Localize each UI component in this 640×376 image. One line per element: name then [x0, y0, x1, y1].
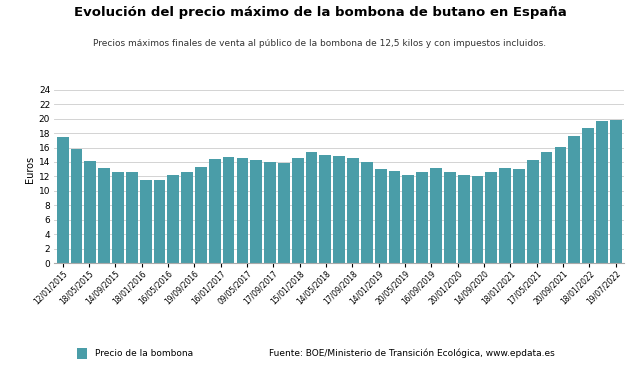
Bar: [99, 168, 110, 263]
Bar: [112, 172, 124, 263]
Bar: [403, 175, 414, 263]
Bar: [195, 167, 207, 263]
Bar: [568, 136, 580, 263]
Bar: [168, 175, 179, 263]
Bar: [237, 158, 248, 263]
Bar: [126, 173, 138, 263]
Bar: [361, 162, 372, 263]
Bar: [154, 180, 165, 263]
Bar: [278, 163, 290, 263]
Bar: [485, 173, 497, 263]
Bar: [70, 149, 83, 263]
Bar: [388, 171, 401, 263]
Text: Precio de la bombona: Precio de la bombona: [95, 349, 193, 358]
Bar: [582, 128, 594, 263]
Bar: [306, 152, 317, 263]
Text: Evolución del precio máximo de la bombona de butano en España: Evolución del precio máximo de la bombon…: [74, 6, 566, 19]
Bar: [375, 169, 387, 263]
Text: Precios máximos finales de venta al público de la bombona de 12,5 kilos y con im: Precios máximos finales de venta al públ…: [93, 39, 547, 49]
Bar: [84, 161, 96, 263]
Text: Fuente: BOE/Ministerio de Transición Ecológica, www.epdata.es: Fuente: BOE/Ministerio de Transición Eco…: [269, 349, 554, 358]
Bar: [444, 172, 456, 263]
Bar: [430, 168, 442, 263]
Bar: [223, 156, 234, 263]
Bar: [319, 155, 332, 263]
Bar: [513, 169, 525, 263]
Bar: [264, 162, 276, 263]
Bar: [181, 172, 193, 263]
Bar: [596, 121, 608, 263]
Bar: [541, 152, 552, 263]
Bar: [57, 137, 68, 263]
Bar: [209, 159, 221, 263]
Bar: [610, 120, 621, 263]
Bar: [527, 160, 539, 263]
Bar: [347, 158, 359, 263]
Bar: [472, 176, 483, 263]
Bar: [140, 180, 152, 263]
Bar: [499, 168, 511, 263]
Bar: [554, 147, 566, 263]
Bar: [333, 156, 345, 263]
Y-axis label: Euros: Euros: [24, 156, 35, 183]
Bar: [250, 160, 262, 263]
Bar: [416, 172, 428, 263]
Bar: [292, 158, 303, 263]
Bar: [458, 175, 470, 263]
